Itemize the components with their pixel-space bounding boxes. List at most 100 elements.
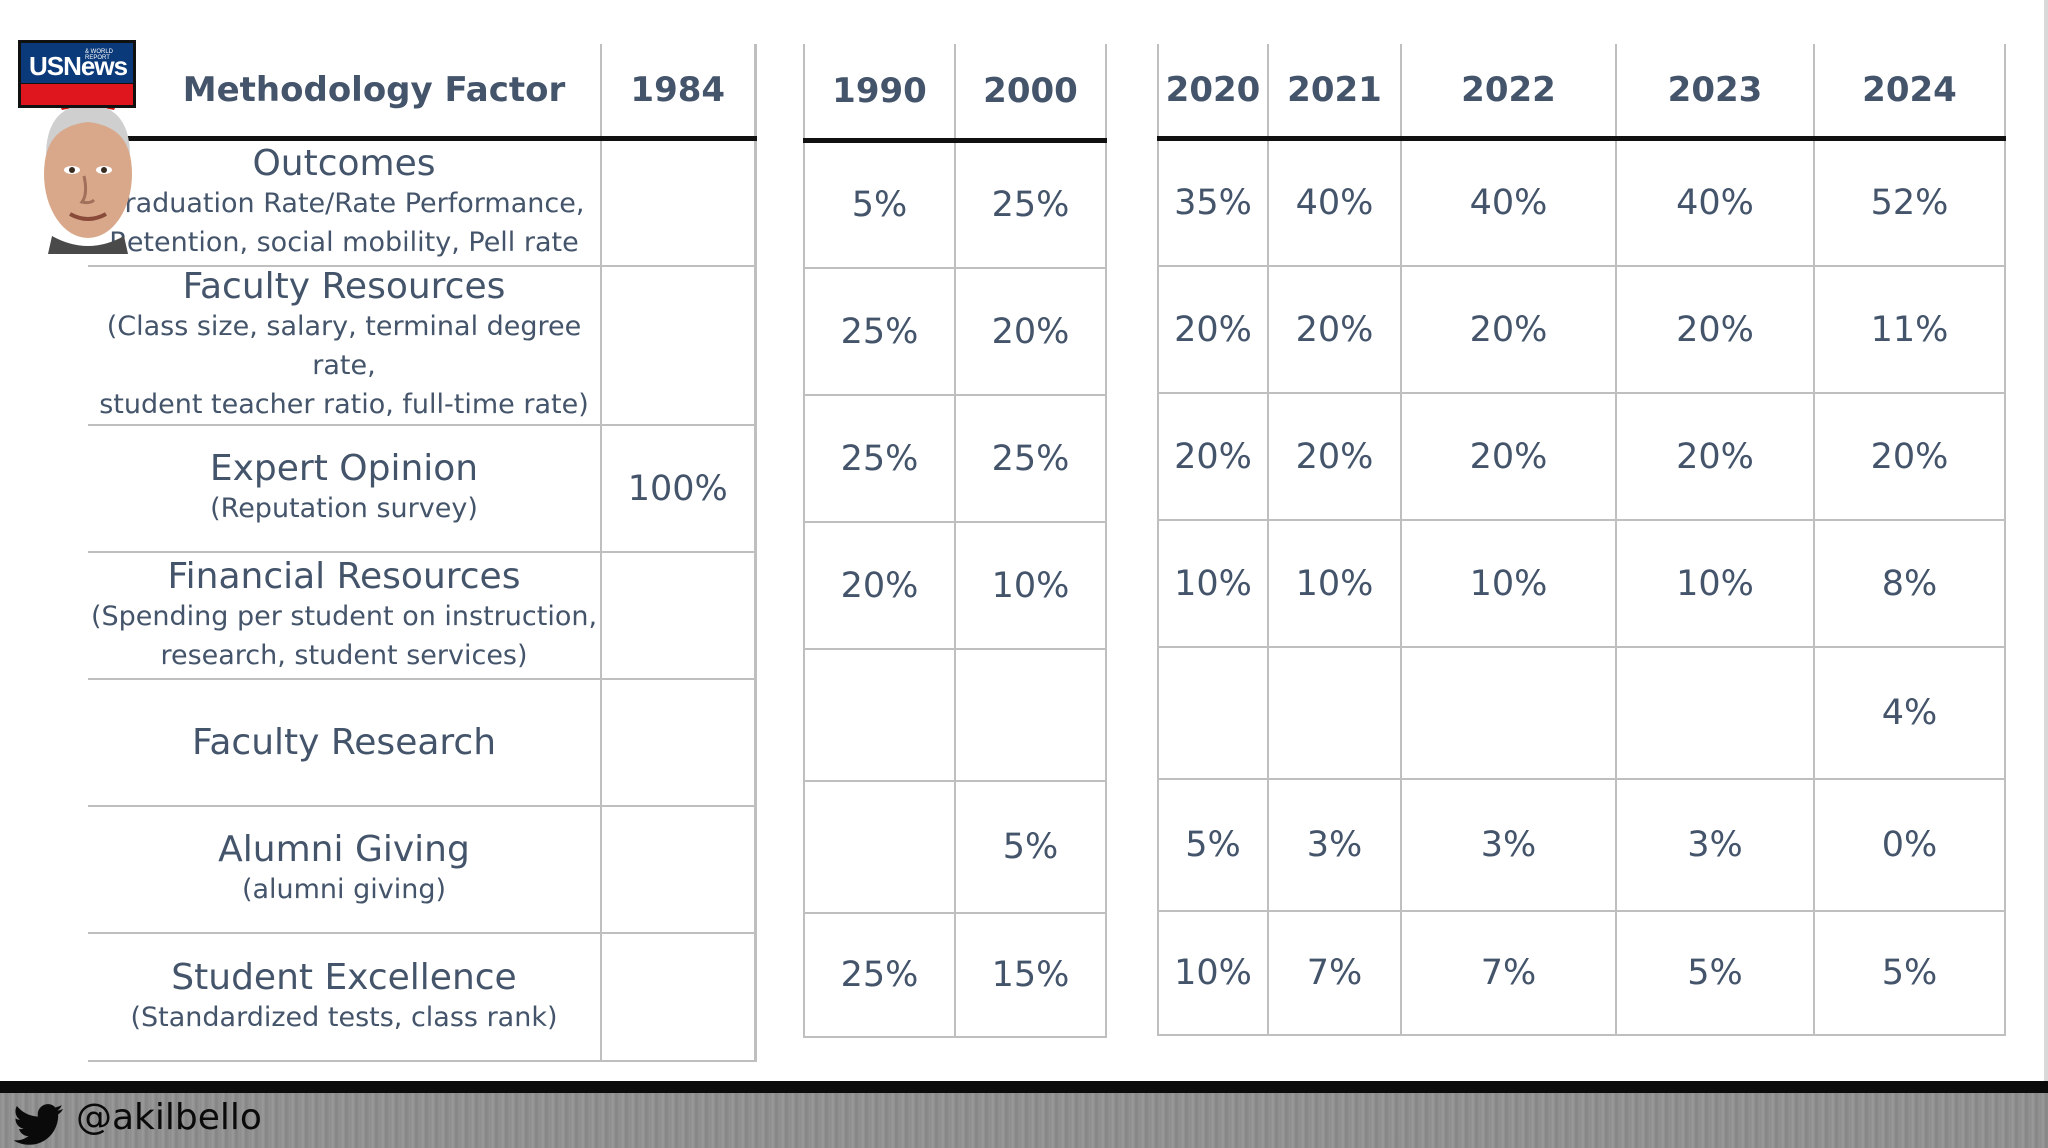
- value-cell: 10%: [1615, 519, 1815, 648]
- header-2024: 2024: [1813, 44, 2006, 141]
- value-cell: 3%: [1267, 778, 1402, 912]
- value-cell: 100%: [600, 424, 757, 553]
- table-row: 25% 15%: [803, 912, 1107, 1038]
- table-row: Outcomes Graduation Rate/Rate Performanc…: [88, 137, 757, 267]
- table-row: 20% 10%: [803, 521, 1107, 650]
- factor-name: Faculty Resources: [182, 266, 506, 307]
- table-row: [803, 648, 1107, 782]
- value-cell: 5%: [954, 780, 1107, 914]
- table-row: 25% 20%: [803, 267, 1107, 396]
- value-cell: [1267, 646, 1402, 780]
- factor-name: Alumni Giving: [218, 829, 470, 870]
- factor-cell: Faculty Research: [88, 678, 602, 807]
- header-2023: 2023: [1615, 44, 1815, 141]
- factor-table: Methodology Factor 1984 Outcomes Graduat…: [88, 44, 757, 1062]
- value-cell: 10%: [1157, 910, 1269, 1036]
- factor-description: research, student services): [160, 639, 528, 671]
- factor-description: Graduation Rate/Rate Performance,: [103, 187, 585, 219]
- header-1984: 1984: [600, 44, 757, 141]
- table-row: Faculty Resources (Class size, salary, t…: [88, 265, 757, 426]
- usnews-logo: USNews & WORLD REPORT: [18, 40, 136, 108]
- value-cell: [803, 648, 956, 782]
- value-cell: [600, 265, 757, 426]
- table-row: 20% 20% 20% 20% 11%: [1157, 265, 2006, 394]
- factor-cell: Financial Resources (Spending per studen…: [88, 551, 602, 680]
- value-cell: 25%: [803, 912, 956, 1038]
- logo-text: USNews: [29, 51, 128, 81]
- factor-cell: Alumni Giving (alumni giving): [88, 805, 602, 934]
- factor-description: Retention, social mobility, Pell rate: [109, 226, 579, 258]
- factor-name: Outcomes: [252, 142, 436, 184]
- table-row: 10% 7% 7% 5% 5%: [1157, 910, 2006, 1036]
- value-cell: 20%: [803, 521, 956, 650]
- value-cell: [1615, 646, 1815, 780]
- value-cell: 5%: [803, 139, 956, 269]
- value-cell: 40%: [1400, 137, 1617, 267]
- twitter-handle[interactable]: @akilbello: [76, 1097, 262, 1138]
- value-cell: 3%: [1400, 778, 1617, 912]
- factor-cell: Outcomes Graduation Rate/Rate Performanc…: [88, 137, 602, 267]
- value-cell: [600, 551, 757, 680]
- table-row: 25% 25%: [803, 394, 1107, 523]
- value-cell: 20%: [1267, 392, 1402, 521]
- value-cell: 20%: [1615, 392, 1815, 521]
- table-row: 5% 3% 3% 3% 0%: [1157, 778, 2006, 912]
- factor-cell: Student Excellence (Standardized tests, …: [88, 932, 602, 1062]
- value-cell: 7%: [1400, 910, 1617, 1036]
- value-cell: 7%: [1267, 910, 1402, 1036]
- portrait-image: [44, 98, 132, 254]
- value-cell: 20%: [1400, 392, 1617, 521]
- value-cell: [600, 932, 757, 1062]
- value-cell: [600, 805, 757, 934]
- value-cell: 35%: [1157, 137, 1269, 267]
- value-cell: 15%: [954, 912, 1107, 1038]
- table-row: 5%: [803, 780, 1107, 914]
- factor-name: Financial Resources: [167, 555, 521, 597]
- header-2020: 2020: [1157, 44, 1269, 141]
- factor-cell: Expert Opinion (Reputation survey): [88, 424, 602, 553]
- footer-divider: [0, 1081, 2048, 1093]
- logo-red-panel: [18, 84, 136, 108]
- value-cell: 20%: [1615, 265, 1815, 394]
- factor-description: (Class size, salary, terminal degree rat…: [106, 311, 582, 381]
- value-cell: 5%: [1615, 910, 1815, 1036]
- footer-bar: @akilbello: [0, 1093, 2048, 1148]
- factor-description: (Reputation survey): [210, 493, 478, 524]
- factor-cell: Faculty Resources (Class size, salary, t…: [88, 265, 602, 426]
- value-cell: 25%: [803, 267, 956, 396]
- value-cell: 25%: [803, 394, 956, 523]
- factor-description: (Spending per student on instruction,: [90, 600, 598, 632]
- value-cell: [600, 678, 757, 807]
- header-methodology-factor: Methodology Factor: [88, 44, 602, 141]
- value-cell: 0%: [1813, 778, 2006, 912]
- value-cell: 40%: [1615, 137, 1815, 267]
- value-cell: 10%: [1400, 519, 1617, 648]
- value-cell: 52%: [1813, 137, 2006, 267]
- value-cell: 10%: [1267, 519, 1402, 648]
- value-cell: 10%: [954, 521, 1107, 650]
- table-row: Faculty Research: [88, 678, 757, 807]
- table-row: 20% 20% 20% 20% 20%: [1157, 392, 2006, 521]
- value-cell: 20%: [954, 267, 1107, 396]
- weights-table-2020-2024: 2020 2021 2022 2023 2024 35% 40% 40% 40% 52%…: [1157, 44, 2006, 1036]
- value-cell: 20%: [1400, 265, 1617, 394]
- value-cell: 25%: [954, 139, 1107, 269]
- value-cell: 4%: [1813, 646, 2006, 780]
- logo-blue-panel: USNews & WORLD REPORT: [18, 40, 136, 86]
- table-row: Financial Resources (Spending per studen…: [88, 551, 757, 680]
- value-cell: [954, 648, 1107, 782]
- value-cell: 8%: [1813, 519, 2006, 648]
- twitter-bird-icon: [14, 1104, 64, 1145]
- value-cell: [1157, 646, 1269, 780]
- value-cell: 3%: [1615, 778, 1815, 912]
- table-row: 35% 40% 40% 40% 52%: [1157, 137, 2006, 267]
- value-cell: [600, 137, 757, 267]
- value-cell: 10%: [1157, 519, 1269, 648]
- value-cell: [803, 780, 956, 914]
- factor-name: Faculty Research: [191, 721, 497, 763]
- header-2000: 2000: [954, 44, 1107, 143]
- factor-name: Expert Opinion: [209, 448, 479, 489]
- factor-description: (alumni giving): [241, 874, 447, 905]
- value-cell: [1400, 646, 1617, 780]
- value-cell: 40%: [1267, 137, 1402, 267]
